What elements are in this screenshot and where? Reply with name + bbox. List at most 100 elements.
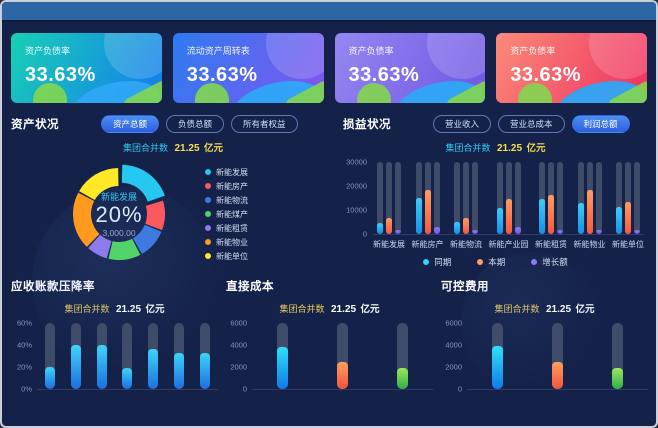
bar: 实际金额 [336,323,348,389]
legend-item[interactable]: 新能发展 [205,167,248,178]
bar [415,162,422,234]
asset-status-panel: 资产状况 资产总额 负债总额 所有者权益 集团合并数 21.25 亿元 新能发展… [11,115,335,270]
legend-label: 本期 [488,257,506,267]
kpi-card-value: 33.63% [510,64,582,86]
plot-area: 上年同期实际金额 实际金额 预算金额 [467,323,648,390]
bar-column: 预算金额 [612,323,624,389]
legend-dot [205,211,211,217]
y-tick-label: 2000 [445,362,462,372]
bar [548,162,554,234]
subtitle-label: 集团合并数 [279,304,325,314]
card-decoration-blob [356,83,391,103]
legend-dot [423,259,430,265]
bar-fill [415,198,422,234]
x-axis-label: 新能产业园 [488,240,529,249]
bar-fill [539,199,545,234]
bar: 代管 [199,323,210,389]
bar-track [634,162,640,234]
bar-column: 物业 [174,323,185,389]
legend-item[interactable]: 新能煤产 [205,209,248,220]
tab-liability-total[interactable]: 负债总额 [166,115,225,133]
bar-fill [548,194,554,234]
receivable-bar-chart: 0% 20% 40% 60% 发展房产物流煤产融租物业代管 [11,319,218,394]
subtitle-unit: 亿元 [575,304,595,315]
bar-column: 预算金额 [397,323,409,389]
subtitle-unit: 亿元 [204,143,224,154]
legend-item[interactable]: 新能物流 [205,195,248,206]
tab-operating-revenue[interactable]: 营业收入 [433,115,492,133]
legend-item[interactable]: 新能单位 [205,251,248,262]
legend-label: 新能单位 [216,251,248,261]
bar-track [386,162,392,234]
legend-dot [205,253,211,259]
subtitle-label: 集团合并数 [64,304,110,314]
x-axis-label: 新能物业 [573,240,606,249]
card-decoration-blob [33,83,67,103]
group-consolidated-figure: 集团合并数 21.25 亿元 [343,140,648,154]
y-tick-label: 0 [362,229,367,239]
group-consolidated-figure: 集团合并数 21.25 亿元 [441,301,648,315]
legend-item[interactable]: 新能物业 [205,237,248,248]
x-axis-label: 新能发展 [373,240,405,249]
bar-track [454,162,460,234]
tab-total-profit[interactable]: 利润总额 [571,115,630,133]
x-axis-label: 新能租赁 [535,240,567,249]
y-tick-label: 60% [16,318,32,328]
legend-item[interactable]: 新能房产 [205,181,248,192]
tab-operating-cost[interactable]: 营业总成本 [498,115,565,133]
controllable-expense-bar-chart: 0 2000 4000 6000 上年同期实际金额 实际金额 预算金额 [441,319,648,394]
legend-dot [205,183,211,189]
bar-column: 发展 [44,323,55,389]
kpi-card-value: 33.63% [348,64,420,86]
bar-fill [96,345,107,389]
bar-group: 新能房产 [412,162,444,250]
kpi-card-asset-liability-1: 资产负债率 33.63% [11,33,162,103]
tab-owner-equity[interactable]: 所有者权益 [231,115,298,133]
bar: 煤产 [122,323,133,389]
y-tick-label: 0% [21,384,32,394]
bar [625,162,631,234]
bar [557,162,563,234]
legend-label: 新能发展 [216,167,248,177]
bar [496,162,503,234]
bar-fill [386,217,392,234]
bar-fill [44,367,55,389]
bar-column: 煤产 [122,323,133,389]
legend-item[interactable]: 同期 [423,256,451,268]
plot-area: 发展房产物流煤产融租物业代管 [37,323,218,390]
tab-asset-total[interactable]: 资产总额 [101,115,160,133]
window-title-bar [2,2,656,22]
bar-fill [433,226,440,234]
donut-chart: 新能发展 20% 3,000.00 [63,158,175,270]
bar [514,162,521,234]
bar [505,162,512,234]
kpi-card-title: 流动资产周转表 [186,46,250,56]
bar-track [595,162,602,234]
subtitle-unit: 亿元 [360,304,380,315]
y-tick-label: 2000 [230,362,247,372]
bar: 物业 [174,323,185,389]
bar-fill [586,190,593,234]
bar-track [514,162,521,234]
panel-title: 资产状况 [11,119,59,131]
controllable-expense-panel: 可控费用 集团合并数 21.25 亿元 0 2000 4000 6000 上年同期实际金… [441,278,648,394]
legend-label: 新能物流 [216,195,248,205]
bar-group: 新能物流 [450,162,482,250]
panel-title: 损益状况 [343,119,391,131]
legend-item[interactable]: 新能租赁 [205,223,248,234]
legend-dot [205,225,211,231]
bar: 预算金额 [612,323,624,389]
kpi-card-title: 资产负债率 [510,46,556,56]
legend-item[interactable]: 本期 [477,256,505,268]
bar-group: 新能单位 [612,162,644,250]
group-consolidated-figure: 集团合并数 21.25 亿元 [226,301,433,315]
group-consolidated-figure: 集团合并数 21.25 亿元 [11,140,335,154]
bar-fill [122,368,133,389]
bar-column: 融租 [148,323,159,389]
bar-fill [424,189,431,234]
kpi-card-current-asset-turnover: 流动资产周转表 33.63% [172,33,324,103]
legend-item[interactable]: 增长额 [531,256,568,268]
bar [386,162,392,234]
bar-group: 新能物业 [574,162,606,250]
bar-groups: 新能发展 新能房产 新能物流 新能产业园 新能租赁 新能物业 新能单位 [373,162,644,250]
